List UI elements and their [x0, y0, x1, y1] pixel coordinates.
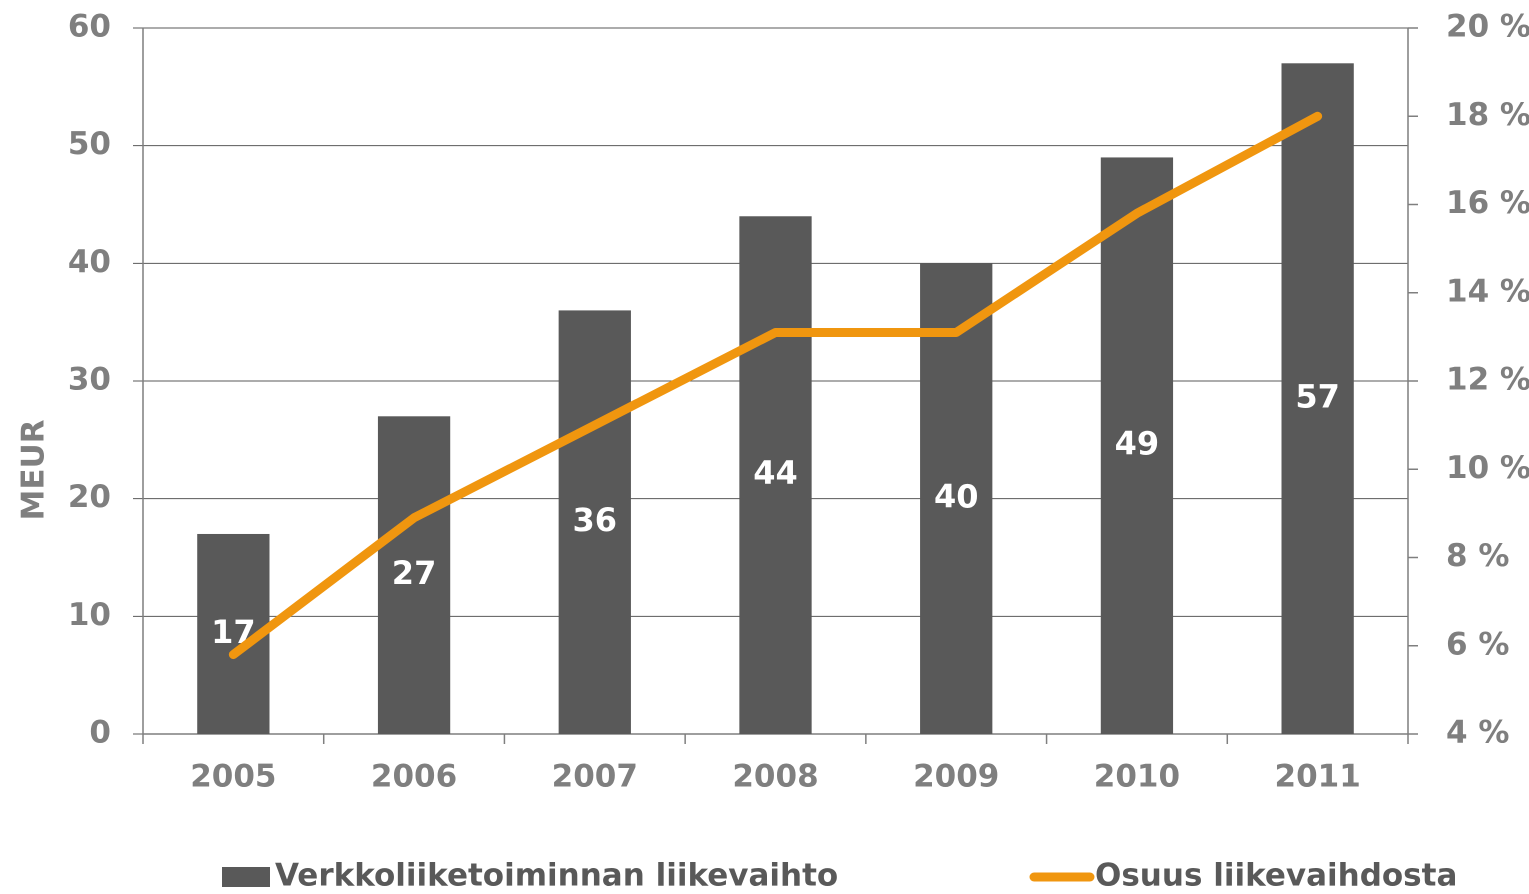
- y-tick-label: 50: [68, 126, 111, 162]
- x-tick-label: 2011: [1275, 759, 1361, 795]
- x-tick-label: 2009: [913, 759, 999, 795]
- y-tick-label: 10: [68, 597, 111, 633]
- y-tick-label: 30: [68, 362, 111, 398]
- x-tick-label: 2006: [371, 759, 457, 795]
- legend-label: Verkkoliiketoiminnan liikevaihto: [275, 858, 838, 894]
- bar: [739, 216, 812, 734]
- y-tick-label: 40: [68, 244, 111, 280]
- legend-swatch: [222, 867, 270, 887]
- bar: [377, 416, 451, 734]
- bar: [1100, 157, 1174, 734]
- bar: [558, 310, 631, 734]
- y2-tick-label: 10 %: [1446, 450, 1529, 486]
- legend-label: Osuus liikevaihdosta: [1095, 858, 1457, 894]
- y2-tick-label: 12 %: [1446, 362, 1529, 398]
- y2-tick-label: 6 %: [1446, 626, 1509, 662]
- y2-tick-label: 16 %: [1446, 185, 1529, 221]
- data-label: 36: [573, 501, 618, 539]
- x-tick-label: 2007: [552, 759, 638, 795]
- bar: [1281, 63, 1354, 735]
- y-tick-label: 20: [68, 479, 111, 515]
- bar: [920, 263, 993, 734]
- y-tick-label: 60: [68, 9, 111, 45]
- data-label: 57: [1295, 378, 1340, 416]
- y2-tick-label: 4 %: [1446, 715, 1509, 751]
- data-label: 49: [1115, 425, 1160, 463]
- x-tick-label: 2005: [190, 759, 276, 795]
- y2-tick-label: 18 %: [1446, 97, 1529, 133]
- x-tick-label: 2010: [1094, 759, 1180, 795]
- y2-tick-label: 20 %: [1446, 9, 1529, 45]
- data-label: 27: [392, 554, 437, 592]
- y2-tick-label: 8 %: [1446, 538, 1509, 574]
- y2-tick-label: 14 %: [1446, 273, 1529, 309]
- line: [228, 111, 1323, 660]
- x-tick-label: 2008: [732, 759, 818, 795]
- y-axis-label: MEUR: [16, 419, 52, 520]
- y-tick-label: 0: [89, 715, 111, 751]
- data-label: 44: [753, 454, 798, 492]
- data-label: 40: [934, 478, 979, 516]
